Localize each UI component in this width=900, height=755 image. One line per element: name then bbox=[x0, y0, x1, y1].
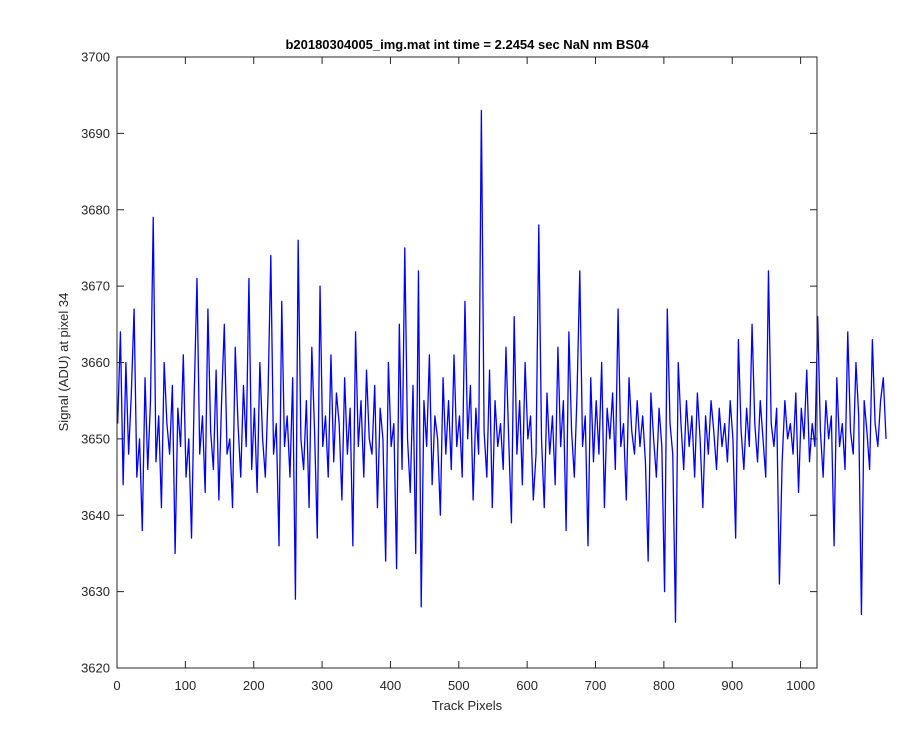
x-tick-label: 0 bbox=[113, 678, 120, 693]
x-tick-label: 200 bbox=[243, 678, 265, 693]
plot-area bbox=[116, 56, 887, 669]
x-tick-label: 500 bbox=[448, 678, 470, 693]
x-tick-label: 400 bbox=[380, 678, 402, 693]
x-tick-label: 900 bbox=[721, 678, 743, 693]
x-tick-label: 600 bbox=[516, 678, 538, 693]
axis-ticks bbox=[116, 56, 817, 669]
y-tick-label: 3700 bbox=[81, 50, 110, 65]
y-tick-label: 3640 bbox=[81, 508, 110, 523]
axes-background bbox=[117, 57, 817, 668]
x-tick-label: 800 bbox=[653, 678, 675, 693]
y-tick-label: 3690 bbox=[81, 126, 110, 141]
x-axis-label: Track Pixels bbox=[432, 698, 503, 713]
x-tick-label: 1000 bbox=[786, 678, 815, 693]
series-line-0 bbox=[117, 109, 887, 623]
y-tick-label: 3620 bbox=[81, 661, 110, 676]
y-tick-label: 3670 bbox=[81, 279, 110, 294]
y-tick-label: 3680 bbox=[81, 202, 110, 217]
axis-tick-labels: 0 100 200 300 400 500 600 700 800 900 1000 3620 3630… bbox=[81, 50, 815, 694]
y-tick-label: 3630 bbox=[81, 584, 110, 599]
x-tick-label: 300 bbox=[311, 678, 333, 693]
chart-title: b20180304005_img.mat int time = 2.2454 s… bbox=[285, 37, 649, 52]
y-tick-label: 3660 bbox=[81, 355, 110, 370]
x-tick-label: 100 bbox=[175, 678, 197, 693]
y-tick-label: 3650 bbox=[81, 431, 110, 446]
x-tick-label: 700 bbox=[585, 678, 607, 693]
y-axis-label: Signal (ADU) at pixel 34 bbox=[56, 293, 71, 432]
